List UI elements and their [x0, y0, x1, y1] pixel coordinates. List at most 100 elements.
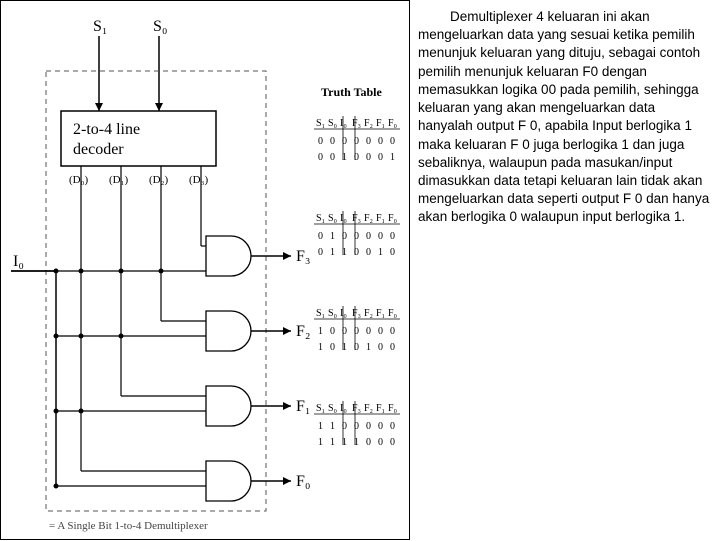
svg-text:0: 0	[378, 231, 383, 242]
svg-text:F₂: F₂	[364, 308, 373, 319]
svg-text:I₀: I₀	[340, 403, 347, 414]
svg-text:0: 0	[390, 231, 395, 242]
svg-text:F₃: F₃	[352, 308, 361, 319]
and-gate-f2	[56, 311, 291, 351]
explanation-text: Demultiplexer 4 keluaran ini akan mengel…	[410, 0, 720, 540]
svg-text:1: 1	[342, 437, 347, 448]
svg-text:F₃: F₃	[352, 213, 361, 224]
svg-text:F₀: F₀	[388, 403, 398, 414]
svg-text:0: 0	[378, 152, 383, 163]
decoder-line1: 2-to-4 line	[73, 121, 140, 138]
svg-text:0: 0	[378, 342, 383, 353]
svg-text:S₀: S₀	[328, 308, 338, 319]
svg-text:0: 0	[318, 231, 323, 242]
svg-text:F₁: F₁	[376, 308, 385, 319]
and-gate-f0	[56, 461, 291, 501]
svg-text:0: 0	[390, 326, 395, 337]
f2-label: F₂	[296, 323, 310, 340]
svg-text:1: 1	[366, 342, 371, 353]
svg-text:1: 1	[318, 326, 323, 337]
svg-text:0: 0	[366, 421, 371, 432]
svg-text:0: 0	[330, 136, 335, 147]
svg-text:0: 0	[378, 437, 383, 448]
svg-text:S₁: S₁	[316, 213, 325, 224]
svg-text:0: 0	[366, 437, 371, 448]
and-gate-f3	[56, 236, 291, 276]
truth-table-title: Truth Table	[321, 85, 382, 99]
and-gate-f1	[56, 386, 291, 426]
svg-text:0: 0	[378, 136, 383, 147]
svg-text:I₀: I₀	[340, 213, 347, 224]
svg-text:0: 0	[366, 152, 371, 163]
diagram-caption: = A Single Bit 1-to-4 Demultiplexer	[49, 520, 208, 532]
svg-text:0: 0	[378, 326, 383, 337]
truth-table-3: S₁S₀I₀F₃F₂F₁F₀11000001111000	[314, 401, 400, 448]
svg-text:0: 0	[342, 136, 347, 147]
f0-label: F₀	[296, 473, 310, 490]
demux-diagram: S₁ S₀ 2-to-4 line decoder (D₀) (D₁) (D₂)…	[1, 1, 411, 541]
svg-text:0: 0	[318, 136, 323, 147]
f3-label: F₃	[296, 248, 310, 265]
svg-text:0: 0	[390, 421, 395, 432]
truth-table-1: S₁S₀I₀F₃F₂F₁F₀01000000110010	[314, 211, 400, 258]
svg-text:0: 0	[354, 136, 359, 147]
svg-text:1: 1	[330, 231, 335, 242]
label-s0: S₀	[153, 18, 167, 35]
svg-text:F₂: F₂	[364, 118, 373, 129]
svg-text:0: 0	[342, 326, 347, 337]
svg-text:0: 0	[366, 136, 371, 147]
svg-text:0: 0	[318, 152, 323, 163]
svg-text:0: 0	[366, 247, 371, 258]
svg-text:1: 1	[318, 342, 323, 353]
svg-text:F₀: F₀	[388, 118, 398, 129]
truth-table-2: S₁S₀I₀F₃F₂F₁F₀10000001010100	[314, 306, 400, 353]
svg-text:1: 1	[330, 421, 335, 432]
decoder-line2: decoder	[73, 141, 124, 158]
svg-text:S₁: S₁	[316, 308, 325, 319]
svg-text:1: 1	[342, 247, 347, 258]
svg-text:1: 1	[318, 437, 323, 448]
circuit-diagram-panel: S₁ S₀ 2-to-4 line decoder (D₀) (D₁) (D₂)…	[0, 0, 410, 540]
svg-text:0: 0	[330, 152, 335, 163]
svg-text:0: 0	[342, 231, 347, 242]
svg-text:1: 1	[354, 437, 359, 448]
svg-text:1: 1	[330, 437, 335, 448]
svg-text:0: 0	[390, 247, 395, 258]
d0-label: (D₀)	[69, 174, 88, 186]
svg-text:0: 0	[318, 247, 323, 258]
svg-text:0: 0	[354, 342, 359, 353]
svg-text:F₁: F₁	[376, 403, 385, 414]
d2-label: (D₂)	[149, 174, 168, 186]
svg-text:0: 0	[342, 421, 347, 432]
f1-label: F₁	[296, 398, 310, 415]
svg-text:F₀: F₀	[388, 308, 398, 319]
svg-text:0: 0	[330, 342, 335, 353]
truth-table-0: S₁S₀I₀F₃F₂F₁F₀00000000010001	[314, 116, 400, 163]
svg-text:F₀: F₀	[388, 213, 398, 224]
input-label: I₀	[13, 253, 24, 270]
svg-text:S₁: S₁	[316, 118, 325, 129]
svg-text:F₂: F₂	[364, 213, 373, 224]
svg-text:0: 0	[354, 421, 359, 432]
svg-text:0: 0	[354, 231, 359, 242]
svg-text:0: 0	[366, 326, 371, 337]
svg-text:1: 1	[378, 247, 383, 258]
svg-text:0: 0	[390, 136, 395, 147]
svg-text:S₁: S₁	[316, 403, 325, 414]
svg-text:1: 1	[318, 421, 323, 432]
svg-text:1: 1	[390, 152, 395, 163]
svg-text:0: 0	[354, 326, 359, 337]
svg-text:F₃: F₃	[352, 118, 361, 129]
svg-text:1: 1	[342, 342, 347, 353]
svg-text:S₀: S₀	[328, 213, 338, 224]
svg-text:F₂: F₂	[364, 403, 373, 414]
svg-text:F₃: F₃	[352, 403, 361, 414]
svg-text:0: 0	[354, 247, 359, 258]
svg-text:I₀: I₀	[340, 308, 347, 319]
d3-label: (D₃)	[189, 174, 208, 186]
svg-text:F₁: F₁	[376, 118, 385, 129]
svg-text:1: 1	[342, 152, 347, 163]
svg-text:S₀: S₀	[328, 118, 338, 129]
svg-text:0: 0	[378, 421, 383, 432]
label-s1: S₁	[93, 18, 107, 35]
